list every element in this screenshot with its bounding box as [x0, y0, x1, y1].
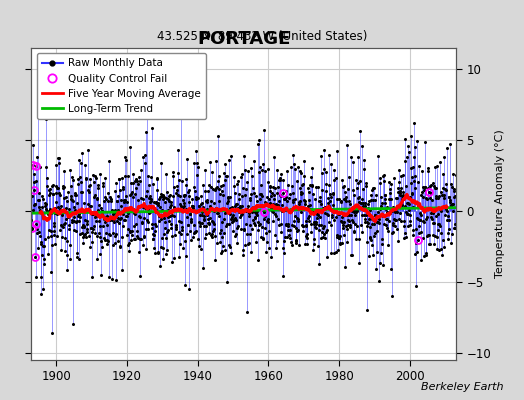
Legend: Raw Monthly Data, Quality Control Fail, Five Year Moving Average, Long-Term Tren: Raw Monthly Data, Quality Control Fail, … [37, 53, 206, 119]
Text: Berkeley Earth: Berkeley Earth [421, 382, 503, 392]
Title: PORTAGE: PORTAGE [197, 30, 290, 48]
Y-axis label: Temperature Anomaly (°C): Temperature Anomaly (°C) [495, 130, 505, 278]
Text: 43.525 N, 89.432 W (United States): 43.525 N, 89.432 W (United States) [157, 30, 367, 43]
